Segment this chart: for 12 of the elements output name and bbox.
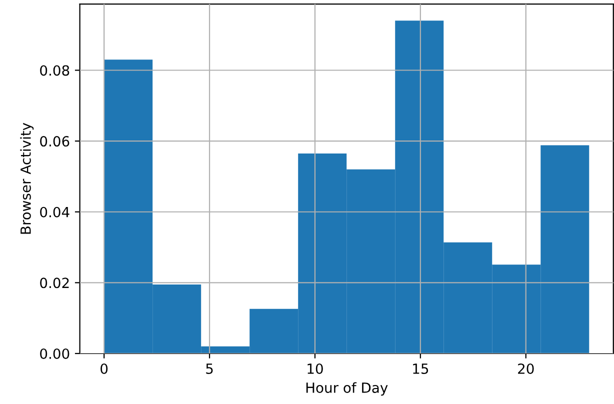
x-tick-label: 5 [206,364,213,374]
y-tick-label: 0.02 [40,278,69,288]
x-tick-label: 20 [518,363,534,374]
y-tick-label: 0.08 [40,65,70,76]
y-tick-label: 0.04 [40,206,70,218]
y-tick-label: 0.06 [40,136,70,147]
y-tick-label: 0.00 [40,348,70,359]
x-axis-title: Hour of Day [306,382,388,396]
y-axis-title: Browser Activity [20,122,34,234]
x-tick-label: 15 [413,364,428,374]
x-tick-label: 10 [308,363,323,374]
x-tick-label: 0 [100,363,108,374]
